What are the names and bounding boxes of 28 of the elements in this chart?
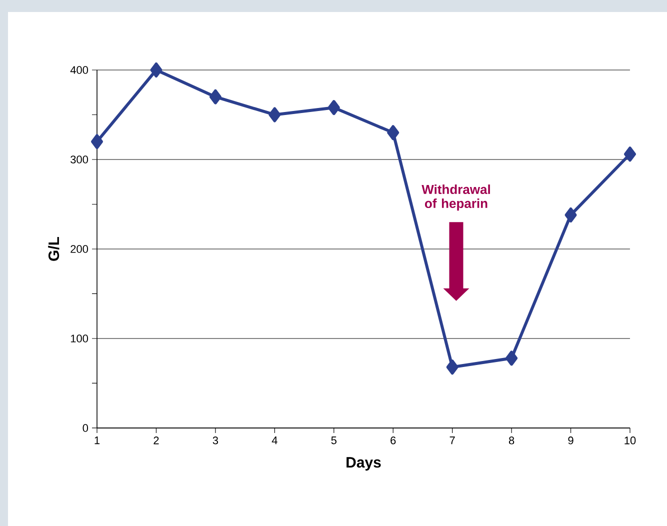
y-tick-label: 100 <box>70 334 88 342</box>
x-tick-label: 4 <box>272 436 278 444</box>
point <box>564 207 577 222</box>
x-tick-label: 2 <box>154 436 159 444</box>
point <box>624 146 636 162</box>
point <box>91 134 104 150</box>
point <box>150 62 162 78</box>
x-tick-label: 7 <box>450 436 455 444</box>
point <box>387 125 400 140</box>
x-tick-label: 3 <box>212 436 218 444</box>
x-tick-label: 1 <box>94 436 100 444</box>
point <box>209 89 222 104</box>
annotation: Withdrawal of heparin <box>422 184 490 211</box>
point <box>446 360 458 375</box>
point <box>506 350 518 366</box>
x-tick-label: 6 <box>390 436 396 444</box>
x-tick-label: 5 <box>331 436 336 444</box>
y-axis-title: G/L <box>48 236 60 261</box>
point <box>268 107 281 122</box>
y-tick-label: 0 <box>82 424 88 432</box>
y-tick-label: 300 <box>70 156 88 164</box>
y-tick-label: 400 <box>70 66 88 74</box>
point <box>328 100 340 116</box>
x-tick-label: 9 <box>568 436 574 444</box>
y-tick-label: 200 <box>70 245 88 253</box>
x-axis-title: Days <box>346 457 381 471</box>
x-tick-label: 8 <box>508 436 514 444</box>
x-tick-label: 10 <box>624 436 636 444</box>
